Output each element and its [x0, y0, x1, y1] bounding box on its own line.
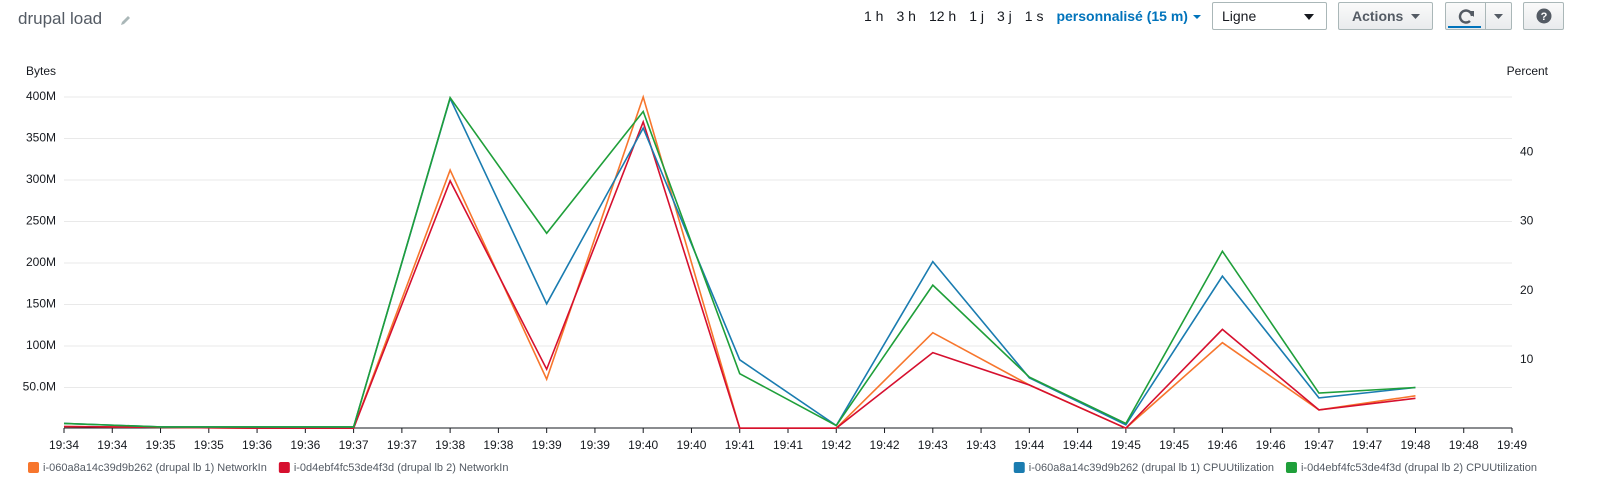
- time-range-option[interactable]: 1 j: [969, 8, 984, 24]
- x-tick-label: 19:41: [773, 438, 803, 452]
- time-range-option[interactable]: 3 j: [996, 8, 1012, 24]
- x-tick-label: 19:44: [1014, 438, 1044, 452]
- x-tick-label: 19:48: [1449, 438, 1479, 452]
- help-button[interactable]: ?: [1523, 2, 1564, 30]
- actions-button[interactable]: Actions: [1338, 2, 1433, 30]
- time-range-option[interactable]: 1 s: [1024, 8, 1044, 24]
- x-tick-label: 19:39: [580, 438, 610, 452]
- legend-item: i-060a8a14c39d9b262 (drupal lb 1) Networ…: [28, 462, 267, 474]
- x-tick-label: 19:46: [1256, 438, 1286, 452]
- x-tick-label: 19:43: [966, 438, 996, 452]
- series-line: [63, 96, 1416, 428]
- x-tick-label: 19:42: [870, 438, 900, 452]
- caret: [1494, 14, 1503, 19]
- x-tick-label: 19:47: [1352, 438, 1382, 452]
- y-tick-label: 200M: [26, 255, 56, 269]
- y-tick-label: 350M: [26, 131, 56, 145]
- caret: [1411, 13, 1421, 19]
- series-line: [63, 95, 1416, 428]
- y-tick-label: 50.0M: [23, 380, 56, 394]
- x-tick-label: 19:35: [146, 438, 176, 452]
- series-line: [63, 119, 1416, 430]
- legend-item: i-0d4ebf4fc53de4f3d (drupal lb 2) CPUUti…: [1285, 462, 1537, 474]
- x-tick-label: 19:38: [435, 438, 465, 452]
- x-tick-label: 19:34: [97, 438, 127, 452]
- time-range-option[interactable]: 12 h: [928, 8, 957, 24]
- y-tick-label: 150M: [26, 297, 56, 311]
- y2-tick-label: 30: [1520, 214, 1534, 228]
- legend-label: i-060a8a14c39d9b262 (drupal lb 1) Networ…: [43, 462, 267, 474]
- x-tick-label: 19:49: [1497, 438, 1527, 452]
- view-select[interactable]: Ligne: [1212, 2, 1327, 30]
- x-tick-label: 19:39: [532, 438, 562, 452]
- select-value: Ligne: [1222, 8, 1257, 24]
- time-range-bar: 1 h 3 h 12 h 1 j 3 j 1 s personnalisé (15 m): [864, 8, 1201, 24]
- x-tick-label: 19:35: [194, 438, 224, 452]
- refresh-button[interactable]: [1445, 2, 1512, 30]
- time-range-option[interactable]: 3 h: [896, 8, 916, 24]
- legend-swatch: [1285, 462, 1297, 473]
- x-tick-label: 19:45: [1159, 438, 1189, 452]
- y-tick-label: 250M: [26, 214, 56, 228]
- y-tick-label: 100M: [26, 338, 56, 352]
- legend-label: i-0d4ebf4fc53de4f3d (drupal lb 2) CPUUti…: [1301, 462, 1537, 474]
- legend-item: i-0d4ebf4fc53de4f3d (drupal lb 2) Networ…: [278, 462, 509, 474]
- y-tick-label: 400M: [26, 89, 56, 103]
- x-tick-label: 19:46: [1207, 438, 1237, 452]
- y2-tick-label: 40: [1520, 145, 1534, 159]
- y-tick-label: 300M: [26, 172, 56, 186]
- y-axis-label: Bytes: [26, 64, 56, 78]
- caret: [1192, 15, 1201, 19]
- x-tick-label: 19:37: [339, 438, 369, 452]
- x-tick-label: 19:42: [821, 438, 851, 452]
- x-tick-label: 19:34: [49, 438, 79, 452]
- y2-axis-label: Percent: [1507, 64, 1549, 78]
- x-tick-label: 19:41: [725, 438, 755, 452]
- actions-label: Actions: [1352, 8, 1404, 24]
- y2-tick-label: 20: [1520, 283, 1534, 297]
- help-glyph: ?: [1540, 11, 1547, 23]
- legend-label: i-0d4ebf4fc53de4f3d (drupal lb 2) Networ…: [294, 462, 509, 474]
- legend-swatch: [1013, 462, 1025, 473]
- x-tick-label: 19:43: [918, 438, 948, 452]
- help-icon: ?: [1536, 8, 1551, 24]
- x-tick-label: 19:40: [676, 438, 706, 452]
- widget-title: drupal load: [18, 9, 103, 28]
- custom-range[interactable]: personnalisé (15 m): [1056, 8, 1188, 24]
- x-tick-label: 19:36: [290, 438, 320, 452]
- legend-swatch: [278, 462, 290, 473]
- time-range-option[interactable]: 1 h: [864, 8, 884, 24]
- legend-label: i-060a8a14c39d9b262 (drupal lb 1) CPUUti…: [1029, 462, 1274, 474]
- x-tick-label: 19:37: [387, 438, 417, 452]
- x-tick-label: 19:40: [628, 438, 658, 452]
- x-tick-label: 19:38: [483, 438, 513, 452]
- x-tick-label: 19:45: [1111, 438, 1141, 452]
- caret: [1304, 14, 1314, 20]
- legend-swatch: [28, 462, 39, 473]
- edit-icon[interactable]: [120, 14, 132, 26]
- x-tick-label: 19:44: [1063, 438, 1093, 452]
- series-line: [63, 94, 1416, 430]
- y2-tick-label: 10: [1520, 352, 1534, 366]
- refresh-icon: [1458, 9, 1474, 24]
- x-tick-label: 19:48: [1400, 438, 1430, 452]
- x-tick-label: 19:47: [1304, 438, 1334, 452]
- legend-item: i-060a8a14c39d9b262 (drupal lb 1) CPUUti…: [1013, 462, 1274, 474]
- x-tick-label: 19:36: [242, 438, 272, 452]
